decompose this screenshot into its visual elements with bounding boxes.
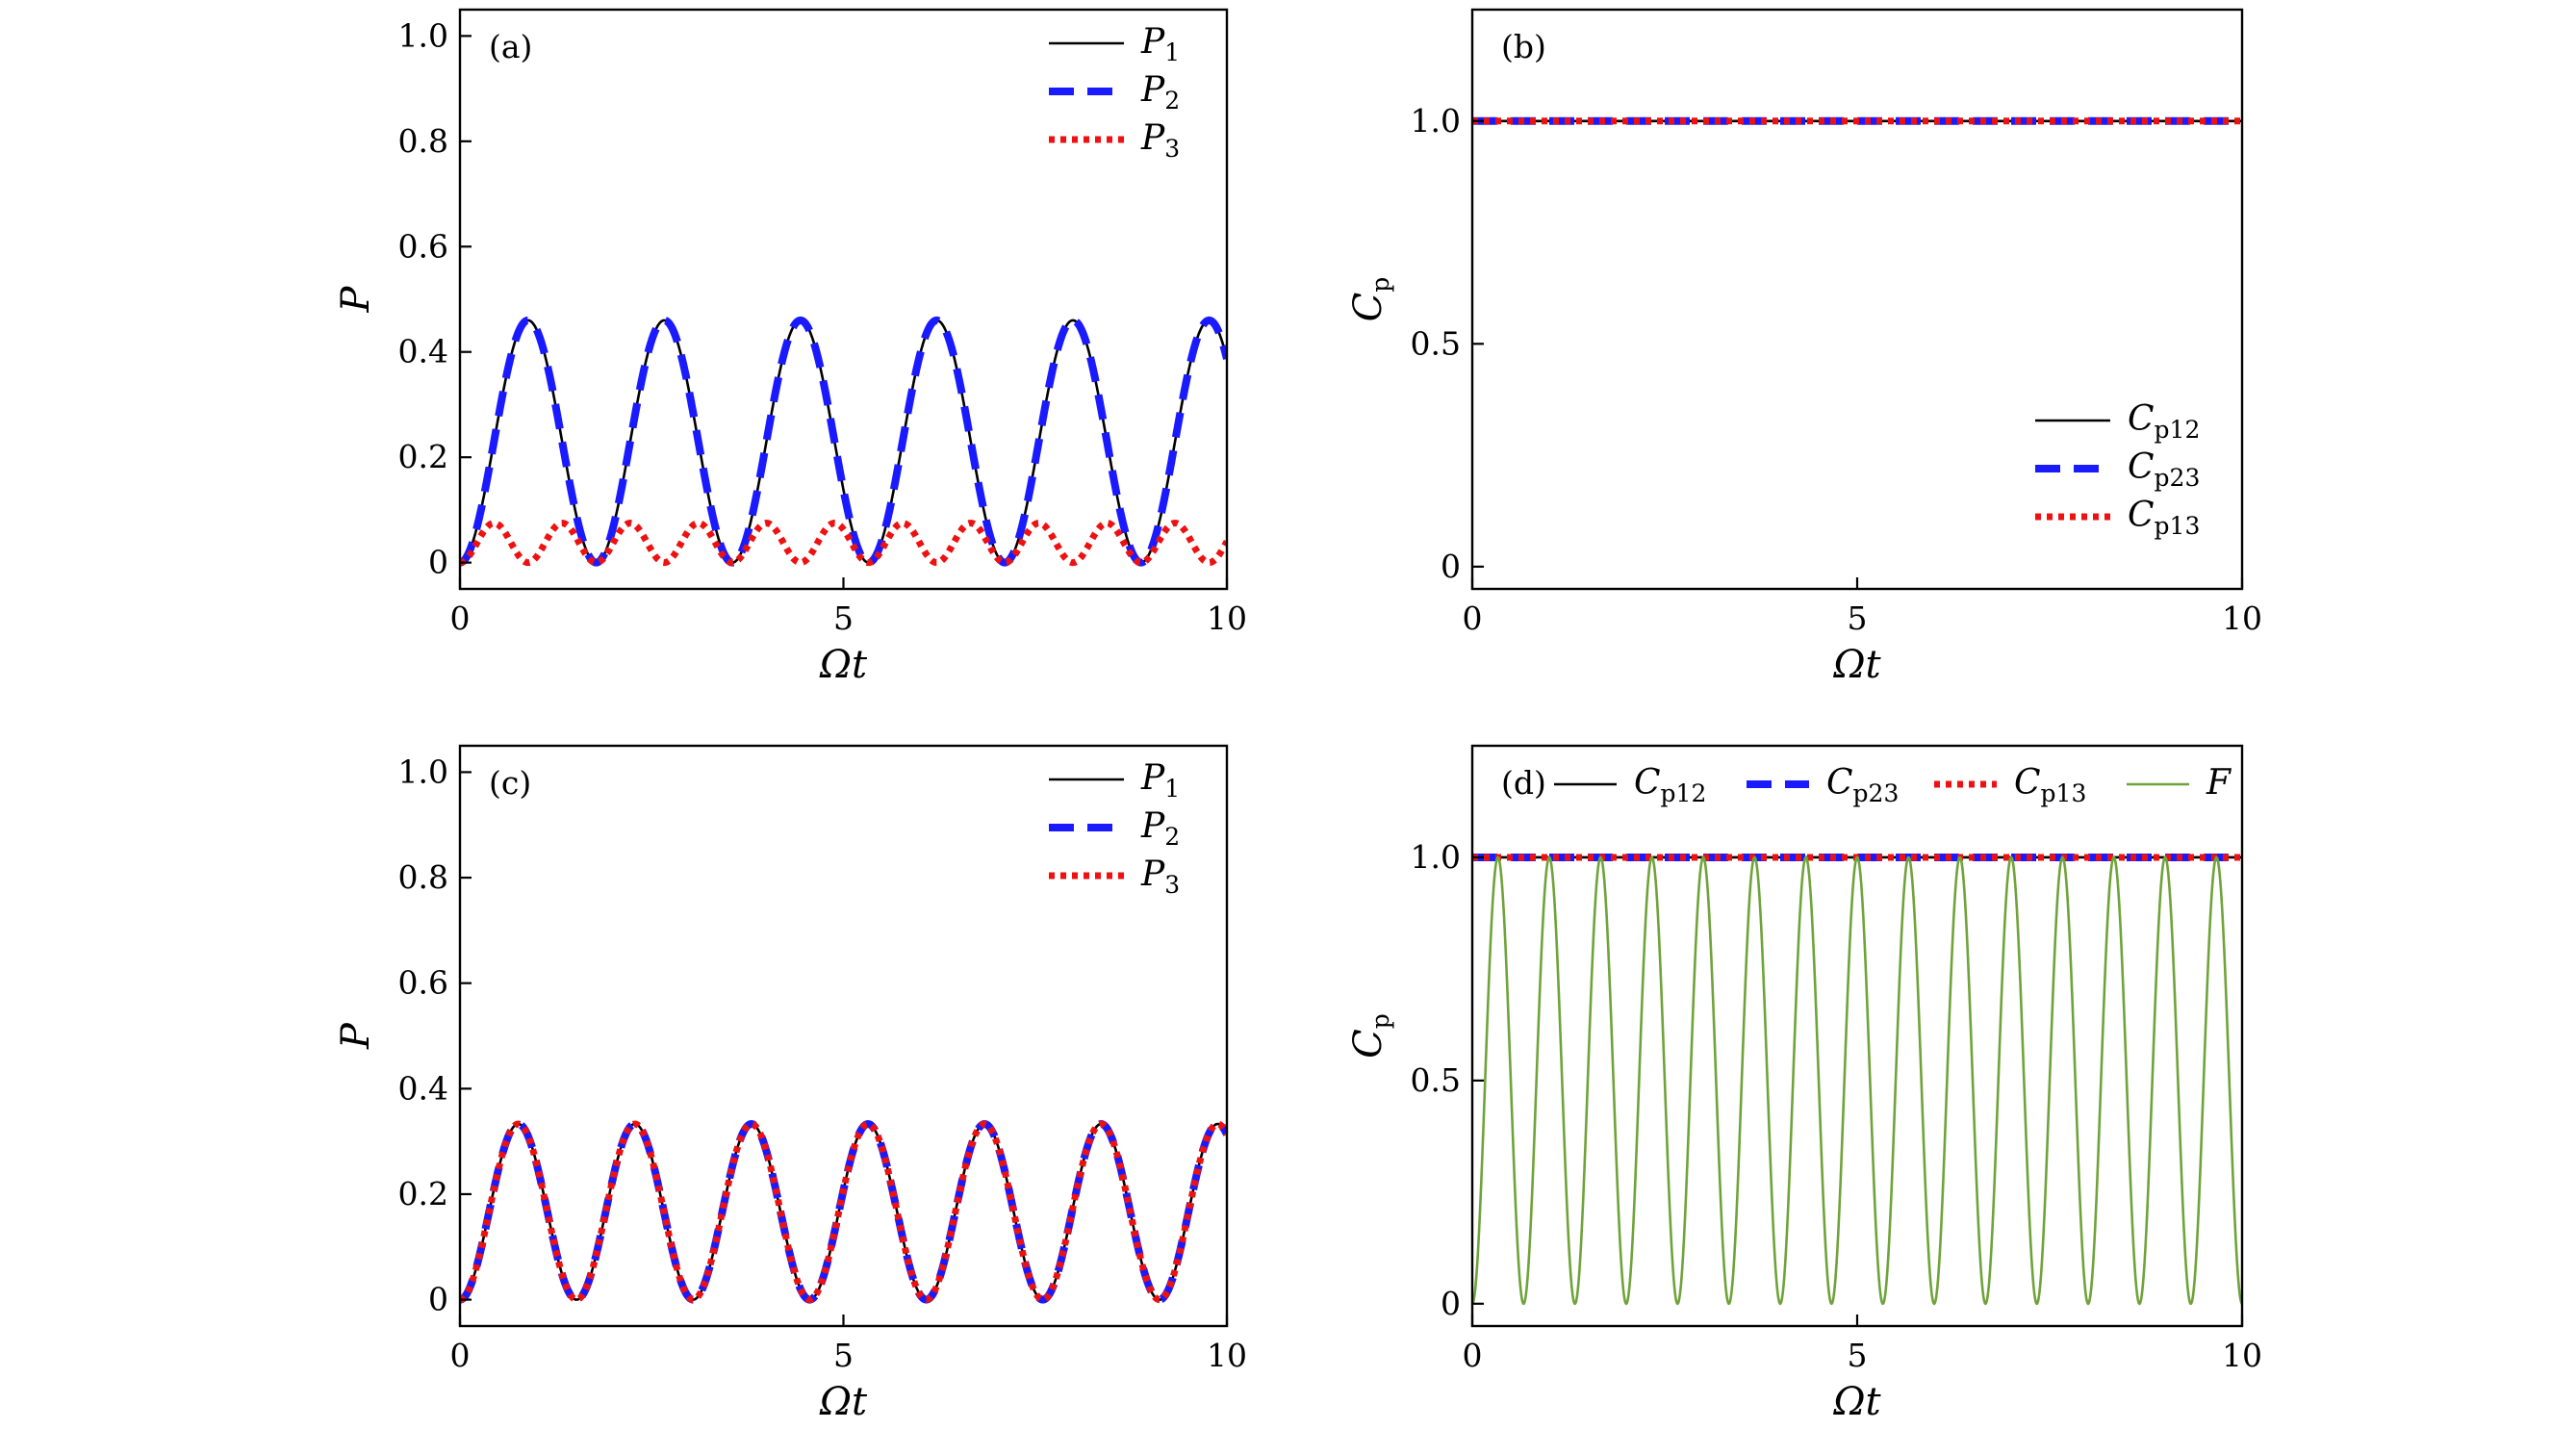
x-tick-label: 5 [833,1337,854,1374]
y-tick-label: 0.2 [398,438,448,475]
y-tick-label: 0 [1441,1285,1461,1322]
panel-label: (b) [1501,28,1546,65]
y-tick-label: 0 [428,1281,448,1318]
y-tick-label: 1.0 [1411,102,1461,140]
series-P2 [460,1120,1227,1304]
y-tick-label: 0.2 [398,1175,448,1212]
x-tick-label: 10 [1207,1337,1247,1374]
y-tick-label: 0.6 [398,964,448,1002]
y-axis-label: Cp [1346,277,1394,322]
x-tick-label: 5 [1848,600,1868,637]
y-tick-label: 0.6 [398,227,448,265]
x-tick-label: 5 [1848,1337,1868,1374]
x-axis-label: Ωt [1832,643,1881,687]
x-tick-label: 10 [2222,1337,2262,1374]
legend-label-P2: P2 [1140,70,1180,115]
x-tick-label: 0 [450,600,471,637]
x-axis-label: Ωt [1832,1380,1881,1424]
y-tick-label: 0.8 [398,122,448,160]
legend-label-Cp12: Cp12 [2128,399,2200,444]
x-tick-label: 10 [1207,600,1247,637]
x-axis-label: Ωt [819,643,868,687]
legend-label-P1: P1 [1140,758,1180,803]
x-tick-label: 10 [2222,600,2262,637]
y-tick-label: 0.5 [1411,324,1461,362]
x-tick-label: 0 [1463,600,1483,637]
legend-label-P1: P1 [1140,22,1180,66]
y-tick-label: 0 [428,544,448,581]
y-axis-label: P [334,1022,378,1050]
legend-label-F: F [2206,763,2232,803]
legend-label-Cp13: Cp13 [2014,763,2086,807]
y-tick-label: 1.0 [1411,838,1461,876]
legend-label-Cp23: Cp23 [1826,763,1899,807]
y-tick-label: 0 [1441,548,1461,585]
y-axis-label: Cp [1346,1013,1394,1059]
y-tick-label: 1.0 [398,753,448,790]
y-tick-label: 0.5 [1411,1061,1461,1099]
legend-label-Cp12: Cp12 [1634,763,1706,807]
y-axis-label: P [334,285,378,313]
y-tick-label: 0.8 [398,858,448,896]
plot-frame [1470,8,2244,591]
series-F [1472,855,2242,1306]
x-axis-label: Ωt [819,1380,868,1424]
panel-label: (a) [489,28,532,65]
series-P3 [460,520,1227,567]
y-tick-label: 1.0 [398,16,448,54]
legend: Cp12 Cp23 Cp13 F [1554,763,2232,807]
y-tick-label: 0.4 [398,1069,448,1107]
series-P1 [460,1122,1227,1301]
legend-label-Cp23: Cp23 [2128,447,2200,492]
legend-label-P3: P3 [1140,118,1180,163]
series-P2 [460,316,1227,567]
x-tick-label: 0 [1463,1337,1483,1374]
panel-label: (c) [489,764,531,802]
x-tick-label: 5 [833,600,854,637]
series-P3 [460,1120,1227,1304]
panel-d: 0 5 10 0 0.5 1.0 Ωt Cp (d) Cp12 Cp23 Cp13 F [1346,744,2262,1424]
plot-frame [458,744,1229,1328]
panel-label: (d) [1501,764,1546,802]
plot-frame [1470,744,2244,1328]
legend-label-P3: P3 [1140,855,1180,899]
x-tick-label: 0 [450,1337,471,1374]
legend-label-Cp13: Cp13 [2128,496,2200,540]
legend-label-P2: P2 [1140,806,1180,851]
y-tick-label: 0.4 [398,333,448,370]
